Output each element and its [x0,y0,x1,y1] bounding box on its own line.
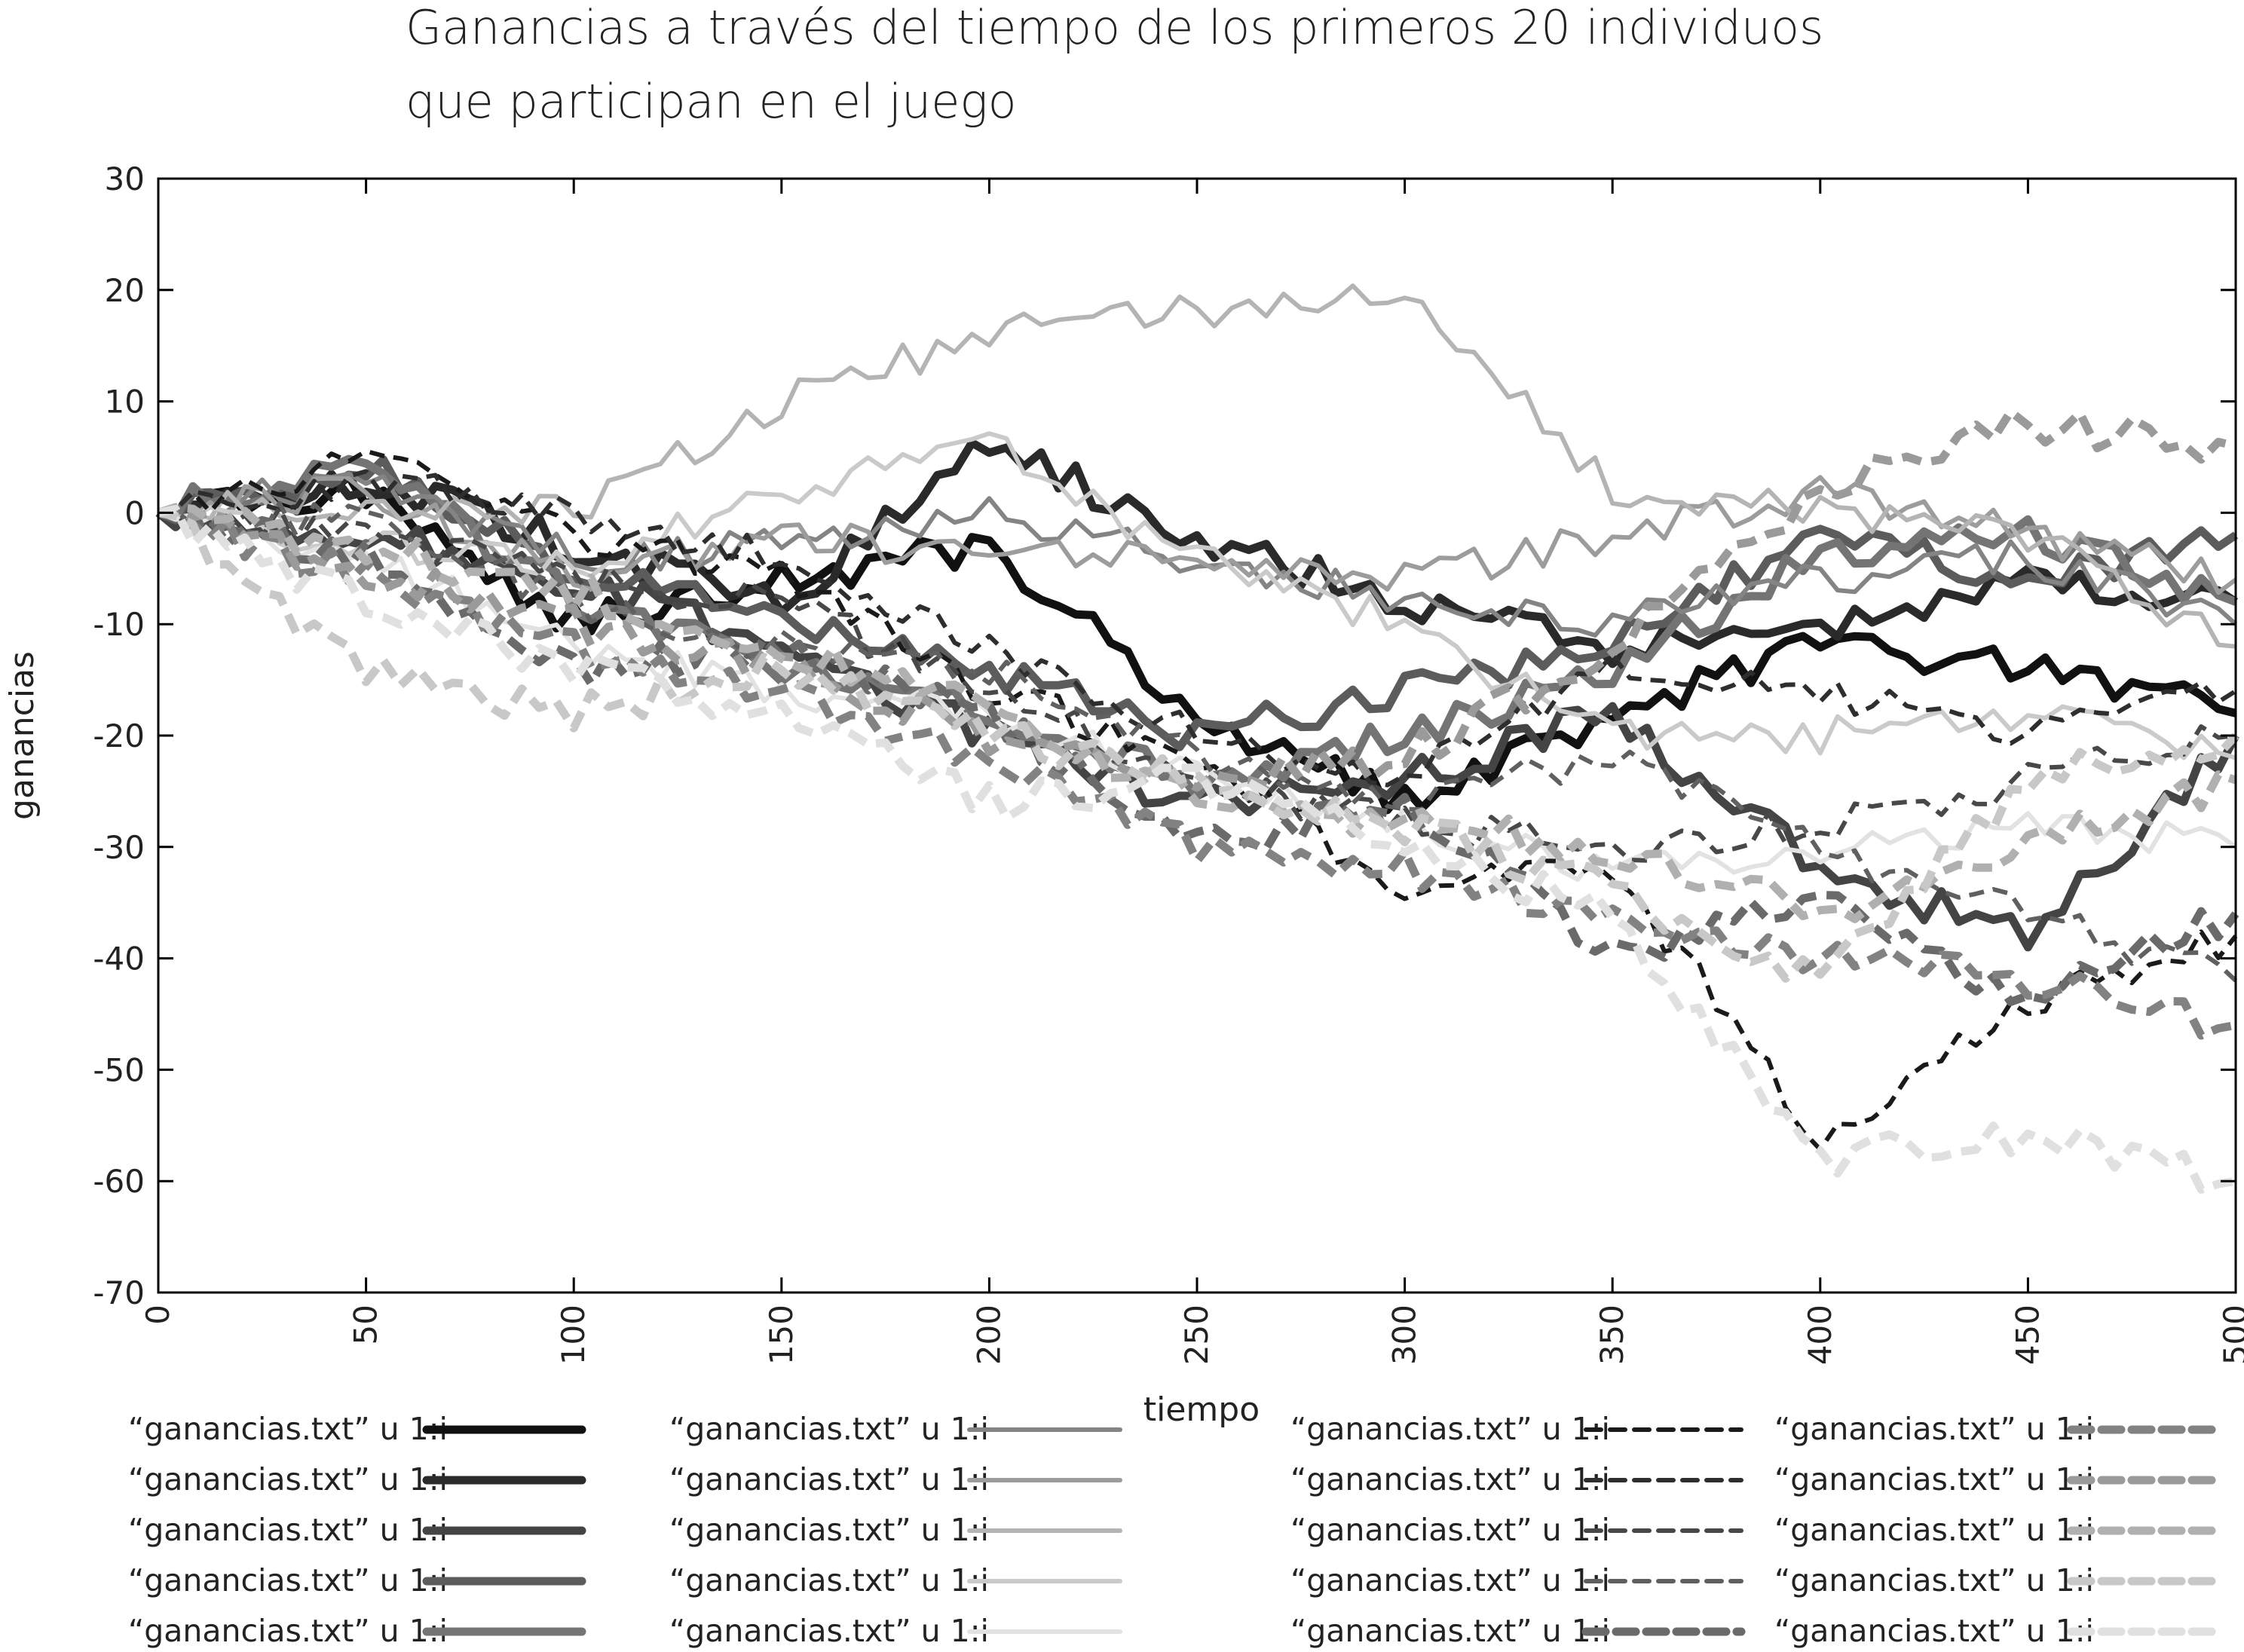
series-line-2 [156,439,2239,668]
series-line-5 [157,454,2237,800]
series-line-9 [157,431,2236,760]
legend-entry-label: “ganancias.txt” u 1:i [1774,1562,2094,1598]
x-tick-label: 200 [970,1305,1007,1365]
legend-entry-label: “ganancias.txt” u 1:i [1290,1461,1610,1498]
legend-entry-label: “ganancias.txt” u 1:i [128,1562,448,1598]
x-tick-label: 250 [1178,1305,1215,1365]
chart-title-line-2: que participan en el juego [406,74,1017,129]
legend-entry-label: “ganancias.txt” u 1:i [128,1512,448,1548]
series-line-17 [158,407,2237,792]
series-line-18 [157,503,2237,923]
legend-entry-label: “ganancias.txt” u 1:i [1774,1461,2094,1498]
chart-title-line-1: Ganancias a través del tiempo de los pri… [406,0,1824,55]
legend-entry-label: “ganancias.txt” u 1:i [669,1613,989,1649]
legend-entry-label: “ganancias.txt” u 1:i [1290,1411,1610,1447]
legend-entry-label: “ganancias.txt” u 1:i [1290,1512,1610,1548]
y-tick-label: -40 [93,941,145,977]
legend-entry-label: “ganancias.txt” u 1:i [128,1461,448,1498]
x-axis: 0 50 100 150 200 250 300 350 400 450 500 [139,179,2244,1365]
series-line-14 [158,500,2238,983]
series-line-13 [158,506,2236,863]
series-line-10 [157,510,2237,883]
y-tick-label: 30 [105,161,145,197]
legend-entry-label: “ganancias.txt” u 1:i [669,1512,989,1548]
x-tick-label: 100 [555,1305,592,1365]
y-tick-label: 0 [124,494,145,531]
legend-entry-label: “ganancias.txt” u 1:i [1774,1613,2094,1649]
plot-frame [157,177,2237,1294]
series-line-6 [158,471,2238,638]
x-axis-label: tiempo [1143,1390,1260,1429]
x-tick-label: 150 [763,1305,800,1365]
series-line-11 [158,448,2238,1152]
legend-entry-label: “ganancias.txt” u 1:i [1774,1512,2094,1548]
legend-entry-label: “ganancias.txt” u 1:i [1290,1562,1610,1598]
series-line-8 [158,283,2236,649]
y-tick-label: -70 [93,1274,145,1311]
legend-entry-label: “ganancias.txt” u 1:i [1774,1411,2094,1447]
x-tick-label: 450 [2009,1305,2046,1365]
legend-entry-label: “ganancias.txt” u 1:i [669,1411,989,1447]
legend-entry-label: “ganancias.txt” u 1:i [669,1562,989,1598]
y-tick-label: 10 [105,384,145,421]
series-line-19 [157,508,2239,983]
x-tick-label: 300 [1386,1305,1423,1365]
y-tick-label: -60 [93,1163,145,1200]
x-tick-label: 350 [1593,1305,1630,1365]
x-tick-label: 500 [2217,1305,2244,1365]
series-layer [155,283,2239,1194]
y-tick-label: -30 [93,829,145,866]
series-line-20 [157,505,2236,1194]
legend: “ganancias.txt” u 1:i “ganancias.txt” u 1… [128,1411,2227,1649]
series-line-4 [156,455,2239,751]
x-tick-label: 400 [1802,1305,1838,1365]
legend-entry-label: “ganancias.txt” u 1:i [128,1411,448,1447]
y-axis: 30 20 10 0 -10 -20 -30 -40 -50 -60 -70 [93,161,2236,1311]
y-axis-label: ganancias [3,651,41,820]
x-tick-label: 50 [347,1305,384,1345]
y-tick-label: -20 [93,717,145,754]
legend-entry-label: “ganancias.txt” u 1:i [128,1613,448,1649]
series-line-15 [158,508,2239,1006]
x-tick-label: 0 [139,1305,176,1325]
legend-entry-label: “ganancias.txt” u 1:i [669,1461,989,1498]
y-tick-label: -10 [93,606,145,643]
series-line-12 [158,469,2237,788]
y-tick-label: -50 [93,1051,145,1088]
legend-entry-label: “ganancias.txt” u 1:i [1290,1613,1610,1649]
y-tick-label: 20 [105,272,145,309]
